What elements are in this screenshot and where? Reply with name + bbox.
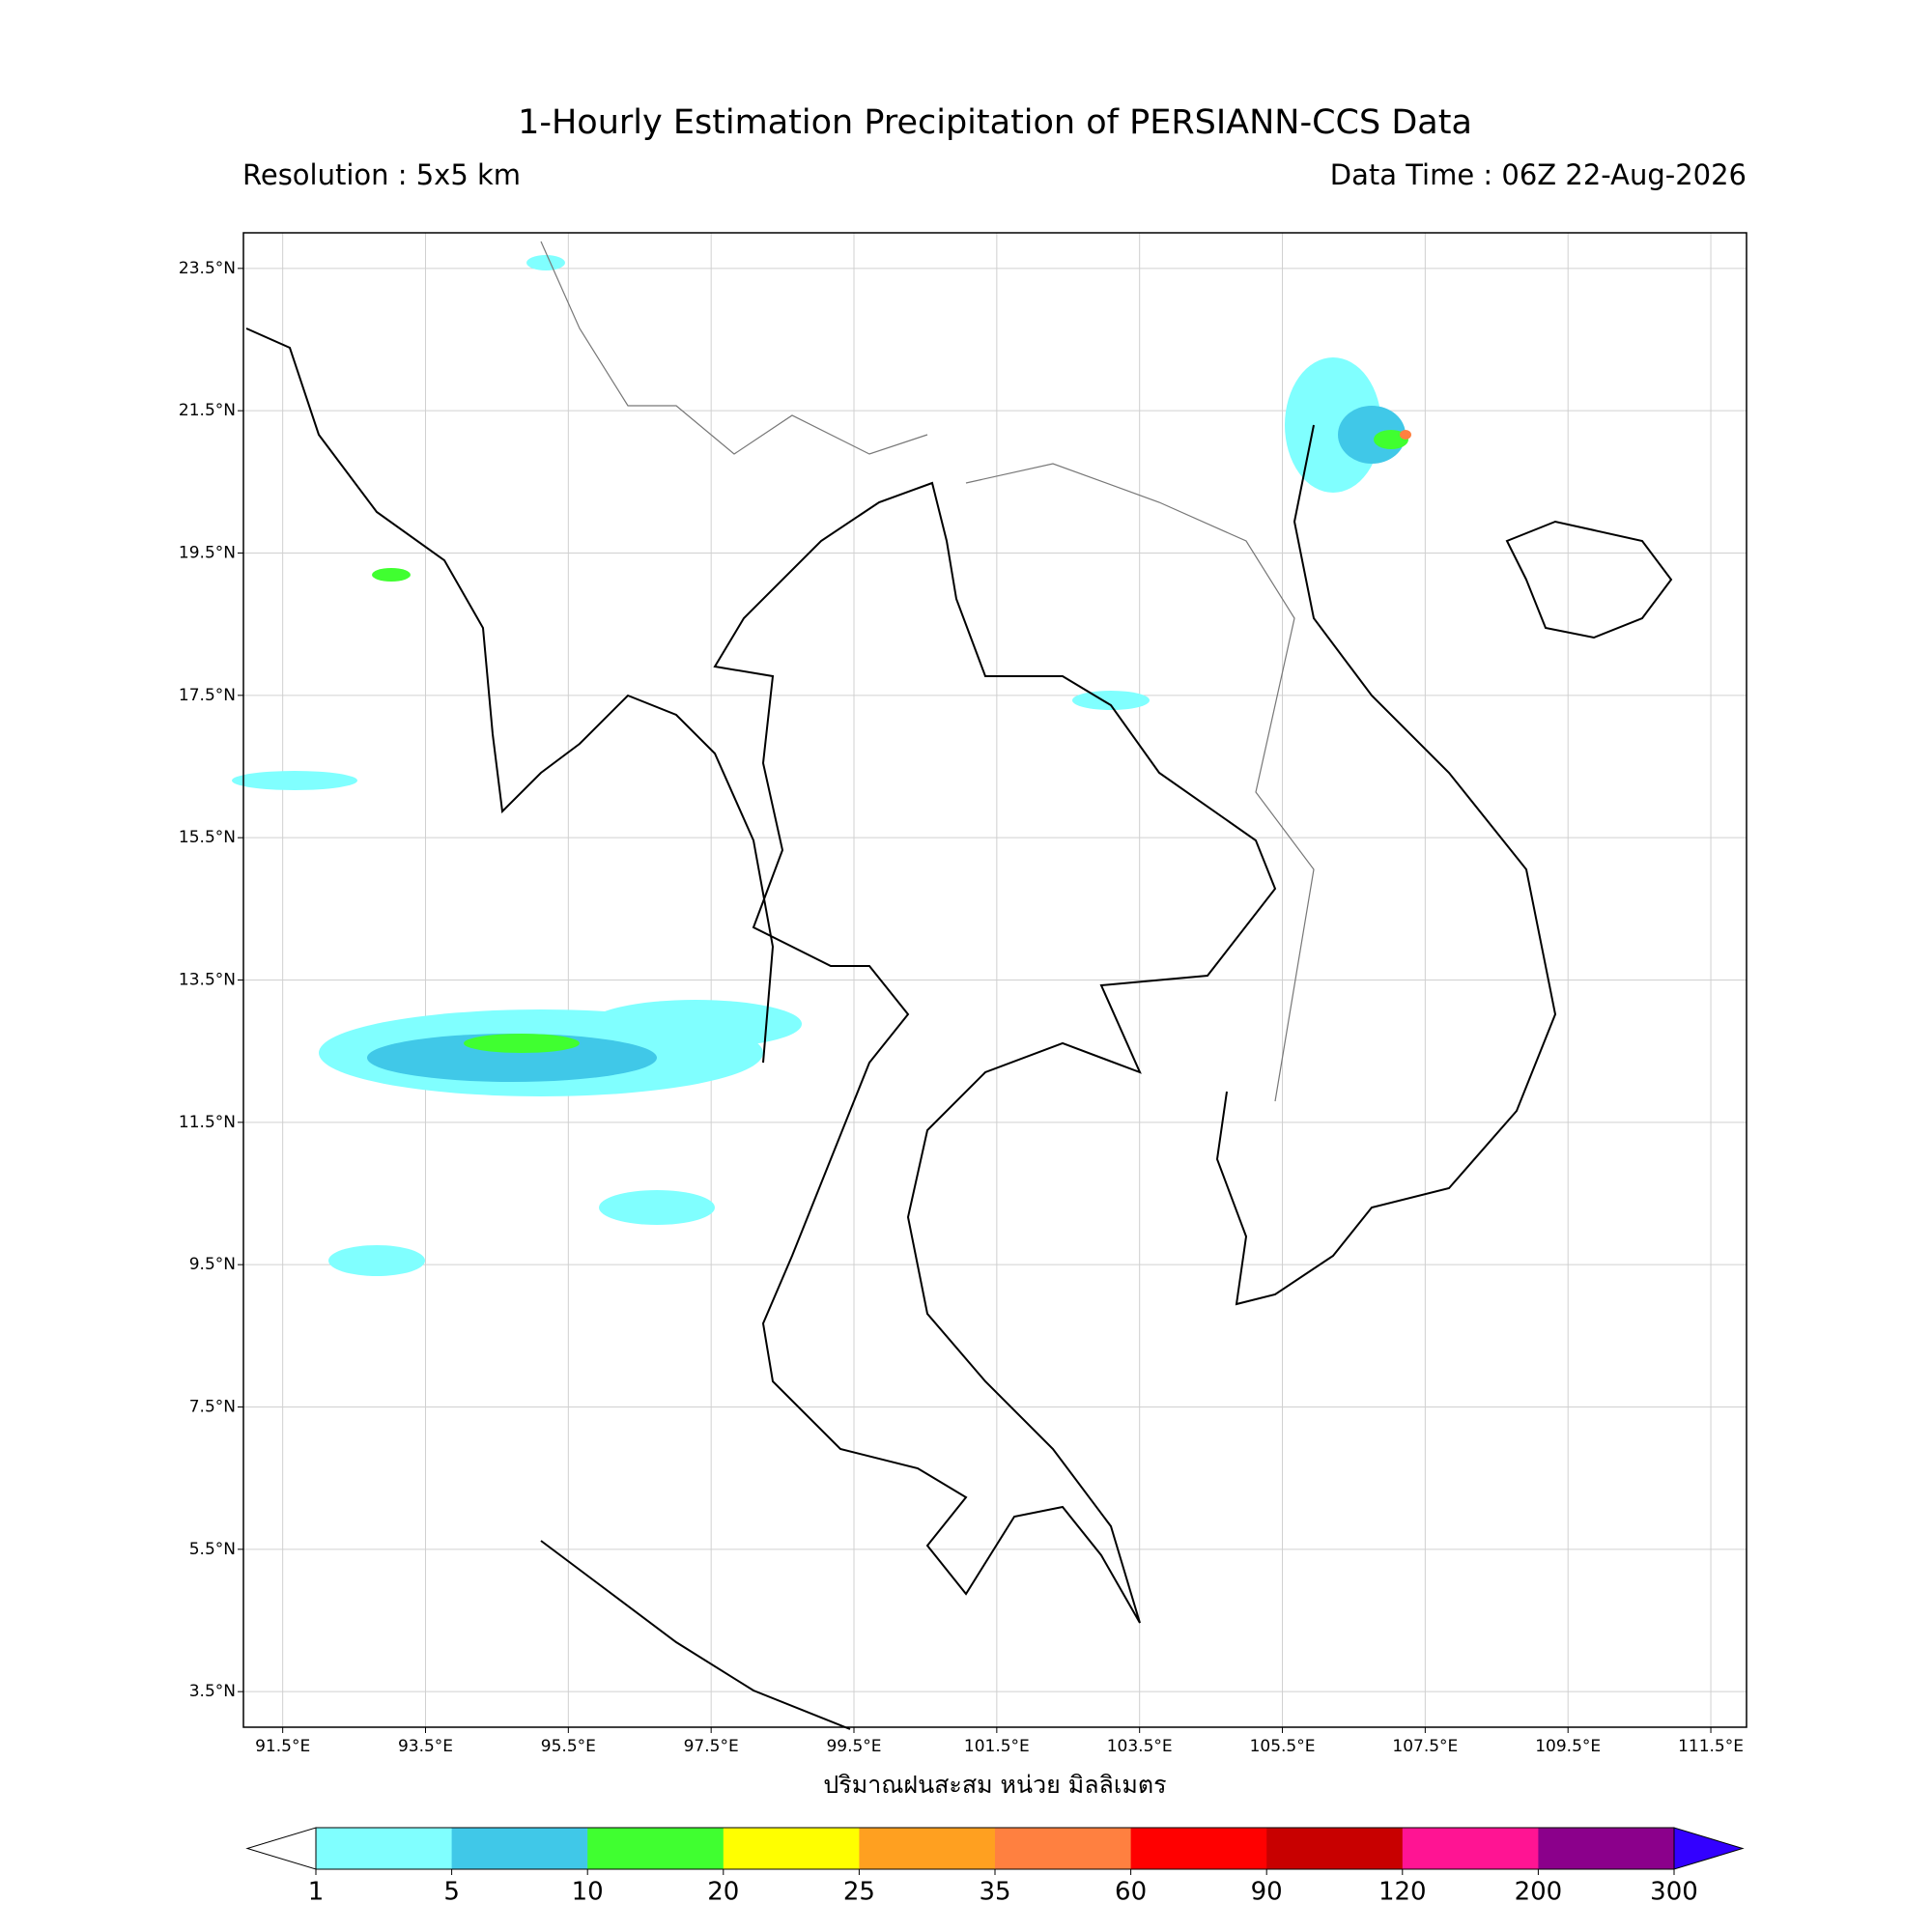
colorbar-segment xyxy=(1266,1828,1404,1869)
colorbar-tick-label: 5 xyxy=(443,1878,460,1907)
colorbar: 1 5 10 20 25 35 60 90 120 200 300 xyxy=(245,1827,1745,1907)
x-tick-label: 97.5°E xyxy=(684,1737,739,1756)
rain-patch xyxy=(589,1000,802,1048)
coastline xyxy=(713,481,1277,1624)
island xyxy=(1505,520,1673,639)
x-tick-label: 109.5°E xyxy=(1535,1737,1601,1756)
border xyxy=(540,241,928,455)
rain-patch xyxy=(367,1034,657,1082)
y-tick-label: 15.5°N xyxy=(179,828,236,847)
y-tick-label: 5.5°N xyxy=(189,1540,236,1559)
y-tick-label: 21.5°N xyxy=(179,401,236,420)
rain-patch xyxy=(372,568,411,582)
colorbar-tick-label: 35 xyxy=(979,1878,1010,1907)
x-tick-label: 101.5°E xyxy=(964,1737,1030,1756)
y-tick-label: 19.5°N xyxy=(179,544,236,563)
colorbar-tick-label: 90 xyxy=(1251,1878,1283,1907)
colorbar-tick-label: 300 xyxy=(1650,1878,1698,1907)
coastline xyxy=(1215,424,1557,1306)
border xyxy=(965,463,1315,1102)
rain-patch xyxy=(526,255,565,270)
colorbar-tick-label: 1 xyxy=(308,1878,325,1907)
rain-patch xyxy=(1072,691,1150,710)
colorbar-tick-label: 10 xyxy=(572,1878,604,1907)
colorbar-tick-label: 200 xyxy=(1515,1878,1563,1907)
x-tick-label: 105.5°E xyxy=(1250,1737,1316,1756)
rain-patch xyxy=(328,1245,425,1276)
y-tick-label: 3.5°N xyxy=(189,1682,236,1701)
colorbar-segment xyxy=(995,1828,1132,1869)
y-tick-label: 7.5°N xyxy=(189,1398,236,1417)
coastline xyxy=(245,327,775,1064)
colorbar-segment xyxy=(1402,1828,1539,1869)
colorbar-tick-label: 20 xyxy=(707,1878,739,1907)
rain-patch xyxy=(1400,430,1411,440)
colorbar-under xyxy=(245,1827,317,1870)
rain-layer xyxy=(232,255,1411,1276)
colorbar-tick-label: 120 xyxy=(1378,1878,1427,1907)
x-axis-label: ปริมาณฝนสะสม หน่วย มิลลิเมตร xyxy=(823,1771,1166,1799)
coastline xyxy=(540,1540,851,1730)
colorbar-over xyxy=(1673,1827,1745,1870)
colorbar-segment xyxy=(723,1828,860,1869)
rain-patch xyxy=(599,1190,715,1225)
x-tick-label: 91.5°E xyxy=(255,1737,310,1756)
y-tick-label: 23.5°N xyxy=(179,259,236,278)
colorbar-segment xyxy=(451,1828,588,1869)
x-tick-label: 99.5°E xyxy=(826,1737,881,1756)
subtitle-left: Resolution : 5x5 km xyxy=(242,158,521,191)
x-tick-label: 93.5°E xyxy=(398,1737,453,1756)
map-lines xyxy=(245,241,1673,1730)
y-tick-label: 13.5°N xyxy=(179,971,236,990)
colorbar-tick-label: 60 xyxy=(1115,1878,1147,1907)
y-tick-label: 11.5°N xyxy=(179,1113,236,1132)
rain-patch xyxy=(1338,406,1406,464)
x-tick-label: 111.5°E xyxy=(1678,1737,1744,1756)
colorbar-segment xyxy=(1130,1828,1267,1869)
x-tick-label: 107.5°E xyxy=(1392,1737,1458,1756)
colorbar-segment xyxy=(316,1828,453,1869)
rain-patch xyxy=(464,1034,580,1053)
colorbar-segment xyxy=(1538,1828,1675,1869)
subtitle-right: Data Time : 06Z 22-Aug-2026 xyxy=(1330,158,1747,191)
colorbar-segment xyxy=(859,1828,996,1869)
x-tick-label: 95.5°E xyxy=(541,1737,596,1756)
colorbar-tick-label: 25 xyxy=(843,1878,875,1907)
title: 1-Hourly Estimation Precipitation of PER… xyxy=(518,103,1472,142)
y-tick-label: 17.5°N xyxy=(179,686,236,705)
rain-patch xyxy=(232,771,357,790)
grid xyxy=(243,233,1747,1727)
x-tick-label: 103.5°E xyxy=(1107,1737,1173,1756)
y-tick-label: 9.5°N xyxy=(189,1255,236,1274)
colorbar-segment xyxy=(587,1828,724,1869)
